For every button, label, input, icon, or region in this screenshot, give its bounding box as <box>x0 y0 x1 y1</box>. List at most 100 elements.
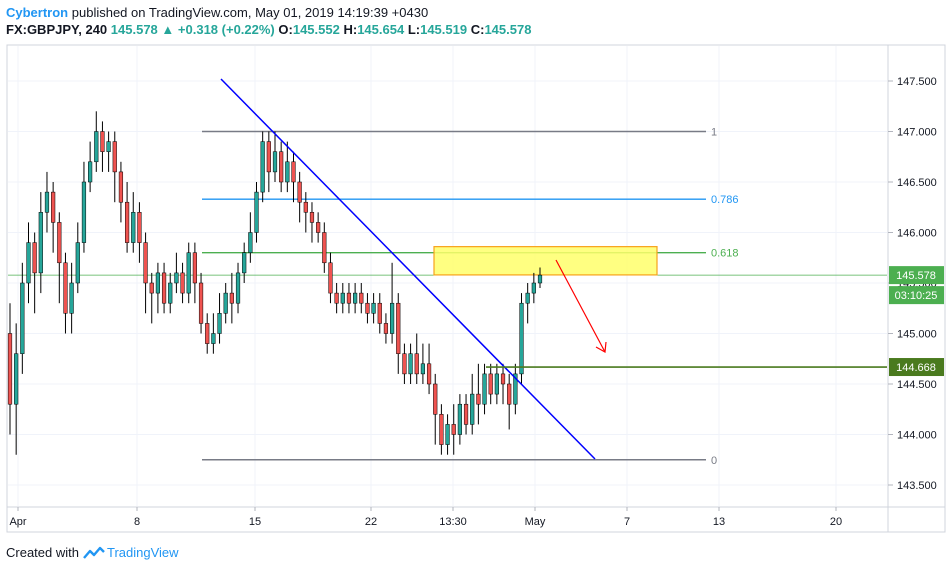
candle-body <box>260 141 265 193</box>
candle <box>396 293 401 374</box>
candle-body <box>439 414 444 445</box>
candle <box>291 151 296 203</box>
candle <box>94 111 99 172</box>
candle-body <box>513 373 518 405</box>
time-tick-label: 13:30 <box>439 516 467 528</box>
candle-body <box>488 373 493 395</box>
candle <box>155 262 161 314</box>
forecast-arrow-head <box>595 341 607 353</box>
candle-body <box>537 274 543 284</box>
candle <box>180 262 185 304</box>
candle <box>57 212 62 304</box>
price-chart[interactable]: 143.500144.000144.500145.000145.500146.0… <box>0 0 952 545</box>
candle-body <box>377 302 382 324</box>
candle-body <box>94 131 99 163</box>
candle-body <box>168 282 173 304</box>
candle-body <box>112 141 117 173</box>
candle-body <box>346 292 352 304</box>
candle <box>445 414 450 455</box>
candle <box>161 262 167 314</box>
author-name[interactable]: Cybertron <box>6 5 69 20</box>
candle <box>482 363 487 415</box>
candle <box>235 262 241 314</box>
candle <box>217 293 222 344</box>
candle <box>143 232 148 314</box>
candle <box>285 141 290 193</box>
candle-body <box>223 292 228 314</box>
publish-text: published on TradingView.com, May 01, 20… <box>71 5 429 20</box>
candle-body <box>180 272 185 294</box>
candle-body <box>44 191 50 213</box>
candle-body <box>507 383 512 405</box>
chart-grid <box>8 46 887 506</box>
fib-level-label: 0 <box>711 455 717 467</box>
candle <box>192 242 197 304</box>
candle-body <box>174 272 179 284</box>
axis-labels: 145.578 03:10:25 144.668 <box>889 266 944 377</box>
time-tick-label: 7 <box>624 516 630 528</box>
candle <box>131 192 136 253</box>
price-tick-label: 147.500 <box>897 76 937 88</box>
fib-level-label: 0.786 <box>711 194 739 206</box>
candle <box>389 262 395 344</box>
tradingview-brand[interactable]: TradingView <box>106 545 179 560</box>
last-price: 145.578 <box>110 22 158 37</box>
candle-body <box>334 292 339 304</box>
candle <box>507 373 512 430</box>
countdown-label: 03:10:25 <box>895 290 938 302</box>
candle <box>420 343 426 384</box>
candle-body <box>38 212 43 274</box>
last-price-label: 145.578 <box>896 270 936 282</box>
candle-body <box>476 393 481 405</box>
candle <box>513 363 518 415</box>
time-tick-label: Apr <box>9 516 26 528</box>
candle-body <box>316 222 321 233</box>
price-tick-label: 144.500 <box>897 379 937 391</box>
candle-body <box>75 242 80 284</box>
time-tick-label: May <box>525 516 546 528</box>
candle-body <box>303 201 308 213</box>
candle <box>112 131 117 203</box>
candle-body <box>100 131 105 152</box>
candle-body <box>69 282 74 314</box>
chart-header: Cybertron published on TradingView.com, … <box>6 4 531 38</box>
candle <box>205 313 210 354</box>
candle <box>242 242 247 283</box>
candle <box>402 343 407 384</box>
symbol-label: FX:GBPJPY, 240 <box>6 22 108 37</box>
candle-body <box>365 302 370 314</box>
candle <box>26 222 31 304</box>
forecast-arrow-shaft <box>555 259 606 353</box>
candle-body <box>161 272 167 304</box>
candle-body <box>279 151 284 183</box>
candle <box>377 293 382 334</box>
candle <box>494 363 499 405</box>
candle-body <box>155 272 161 294</box>
candle <box>223 283 228 324</box>
candle <box>38 192 43 294</box>
time-tick-label: 15 <box>249 516 261 528</box>
candle <box>297 171 302 223</box>
candle <box>488 363 493 405</box>
candle-body <box>14 353 19 405</box>
candle-body <box>81 181 87 243</box>
candle <box>328 252 333 304</box>
high-label: H: <box>343 22 358 37</box>
chart-frame <box>6 44 946 533</box>
candle-body <box>353 292 358 304</box>
candle <box>519 293 524 384</box>
high-value: 145.654 <box>357 22 405 37</box>
candle-body <box>396 302 401 354</box>
candle-body <box>192 252 197 284</box>
close-label: C: <box>470 22 485 37</box>
candle <box>525 283 530 324</box>
candle-body <box>500 373 506 385</box>
up-arrow-icon: ▲ <box>161 22 175 37</box>
candle-body <box>137 212 142 243</box>
candle-body <box>463 403 469 425</box>
candle <box>371 293 376 324</box>
candle-body <box>297 181 302 203</box>
candle <box>272 131 278 182</box>
candle <box>20 262 25 374</box>
candle <box>322 222 327 273</box>
